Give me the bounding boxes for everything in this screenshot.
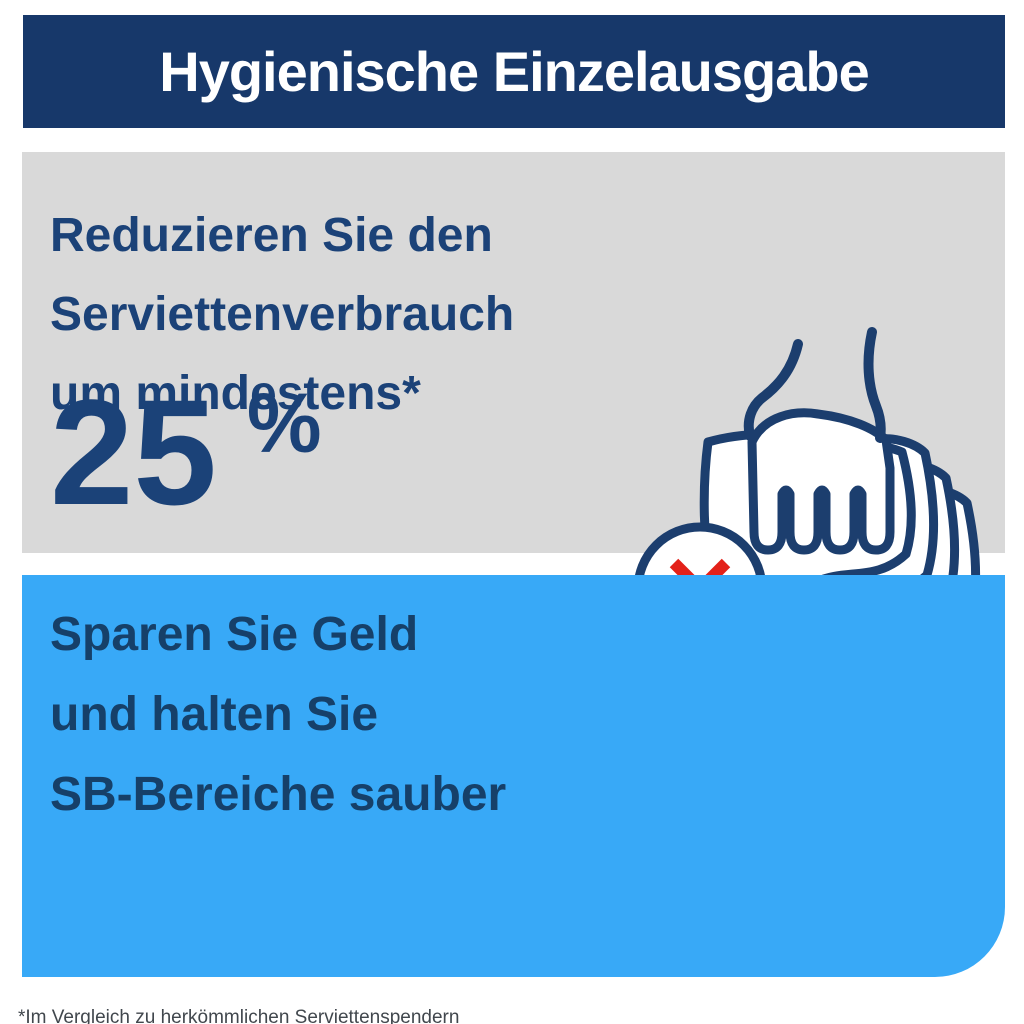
save-headline: Sparen Sie Geld und halten Sie SB-Bereic… [50, 595, 506, 835]
save-line-2: und halten Sie [50, 688, 379, 741]
save-line-1: Sparen Sie Geld [50, 608, 419, 661]
reduce-line-3: um mindestens* [50, 367, 421, 420]
percentage-figure: 25% [50, 377, 322, 527]
save-money-panel: Sparen Sie Geld und halten Sie SB-Bereic… [22, 575, 1005, 977]
save-line-3: SB-Bereiche sauber [50, 768, 507, 821]
reduce-line-1: Reduzieren Sie den [50, 209, 493, 262]
hand [743, 327, 895, 555]
banner-title: Hygienische Einzelausgabe [159, 40, 869, 103]
banner: Hygienische Einzelausgabe [23, 15, 1005, 128]
reduce-headline: Reduzieren Sie den Serviettenverbrauch u… [50, 196, 514, 433]
footnote-text: *Im Vergleich zu herkömmlichen Serviette… [18, 1007, 460, 1024]
percentage-value: 25 [50, 368, 217, 536]
reduce-consumption-panel: Reduzieren Sie den Serviettenverbrauch u… [22, 152, 1005, 672]
percentage-unit: % [246, 376, 322, 470]
reduce-line-2: Serviettenverbrauch [50, 288, 515, 341]
